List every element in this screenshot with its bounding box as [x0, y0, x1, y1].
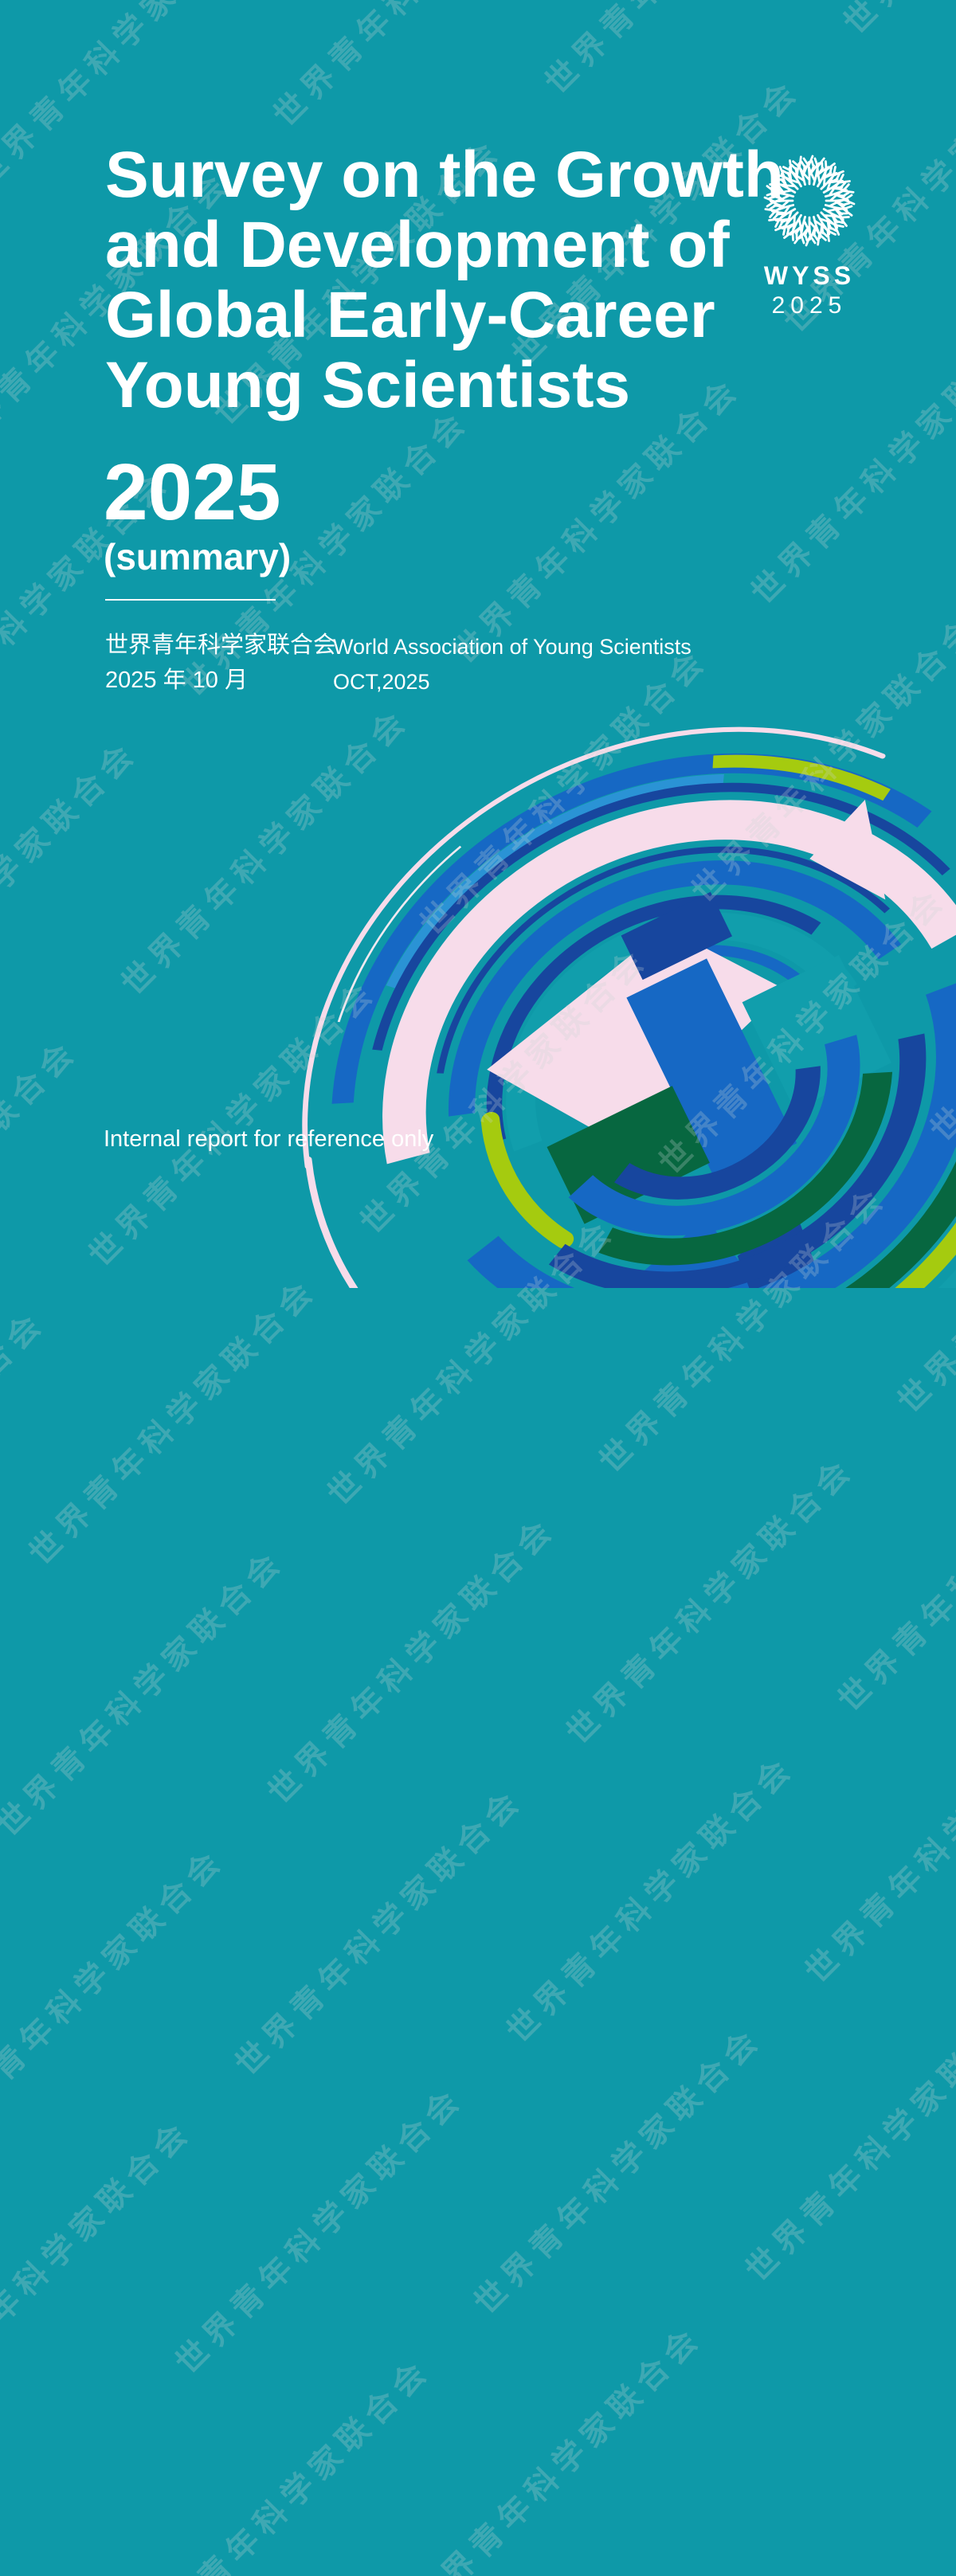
globe-ribbons [302, 726, 956, 1288]
logo-acronym: WYSS [763, 261, 856, 290]
title-line-4: Young Scientists [105, 349, 631, 421]
title-line-3: Global Early-Career [105, 279, 715, 351]
title-line-2: and Development of [105, 209, 730, 281]
publisher-english: World Association of Young Scientists OC… [333, 629, 692, 699]
footer-note: Internal report for reference only [104, 1126, 434, 1152]
page-title: Survey on the Growth and Development of … [105, 140, 784, 421]
publisher-chinese: 世界青年科学家联合会 2025 年 10 月 [105, 628, 336, 698]
title-year: 2025 [104, 448, 281, 537]
publisher-date-cn: 2025 年 10 月 [105, 667, 248, 693]
globe-illustration [302, 726, 956, 1288]
divider-line [105, 599, 276, 601]
publisher-date-en: OCT,2025 [333, 670, 430, 694]
cover-content: Survey on the Growth and Development of … [104, 140, 889, 1152]
wyss-logo: WYSS 2025 [730, 145, 889, 319]
dandelion-burst-icon [762, 154, 856, 248]
logo-year: 2025 [771, 292, 848, 319]
publisher-org-cn: 世界青年科学家联合会 [105, 632, 337, 658]
title-line-1: Survey on the Growth [105, 139, 784, 211]
title-subtitle: (summary) [104, 536, 292, 577]
publisher-org-en: World Association of Young Scientists [333, 635, 692, 659]
